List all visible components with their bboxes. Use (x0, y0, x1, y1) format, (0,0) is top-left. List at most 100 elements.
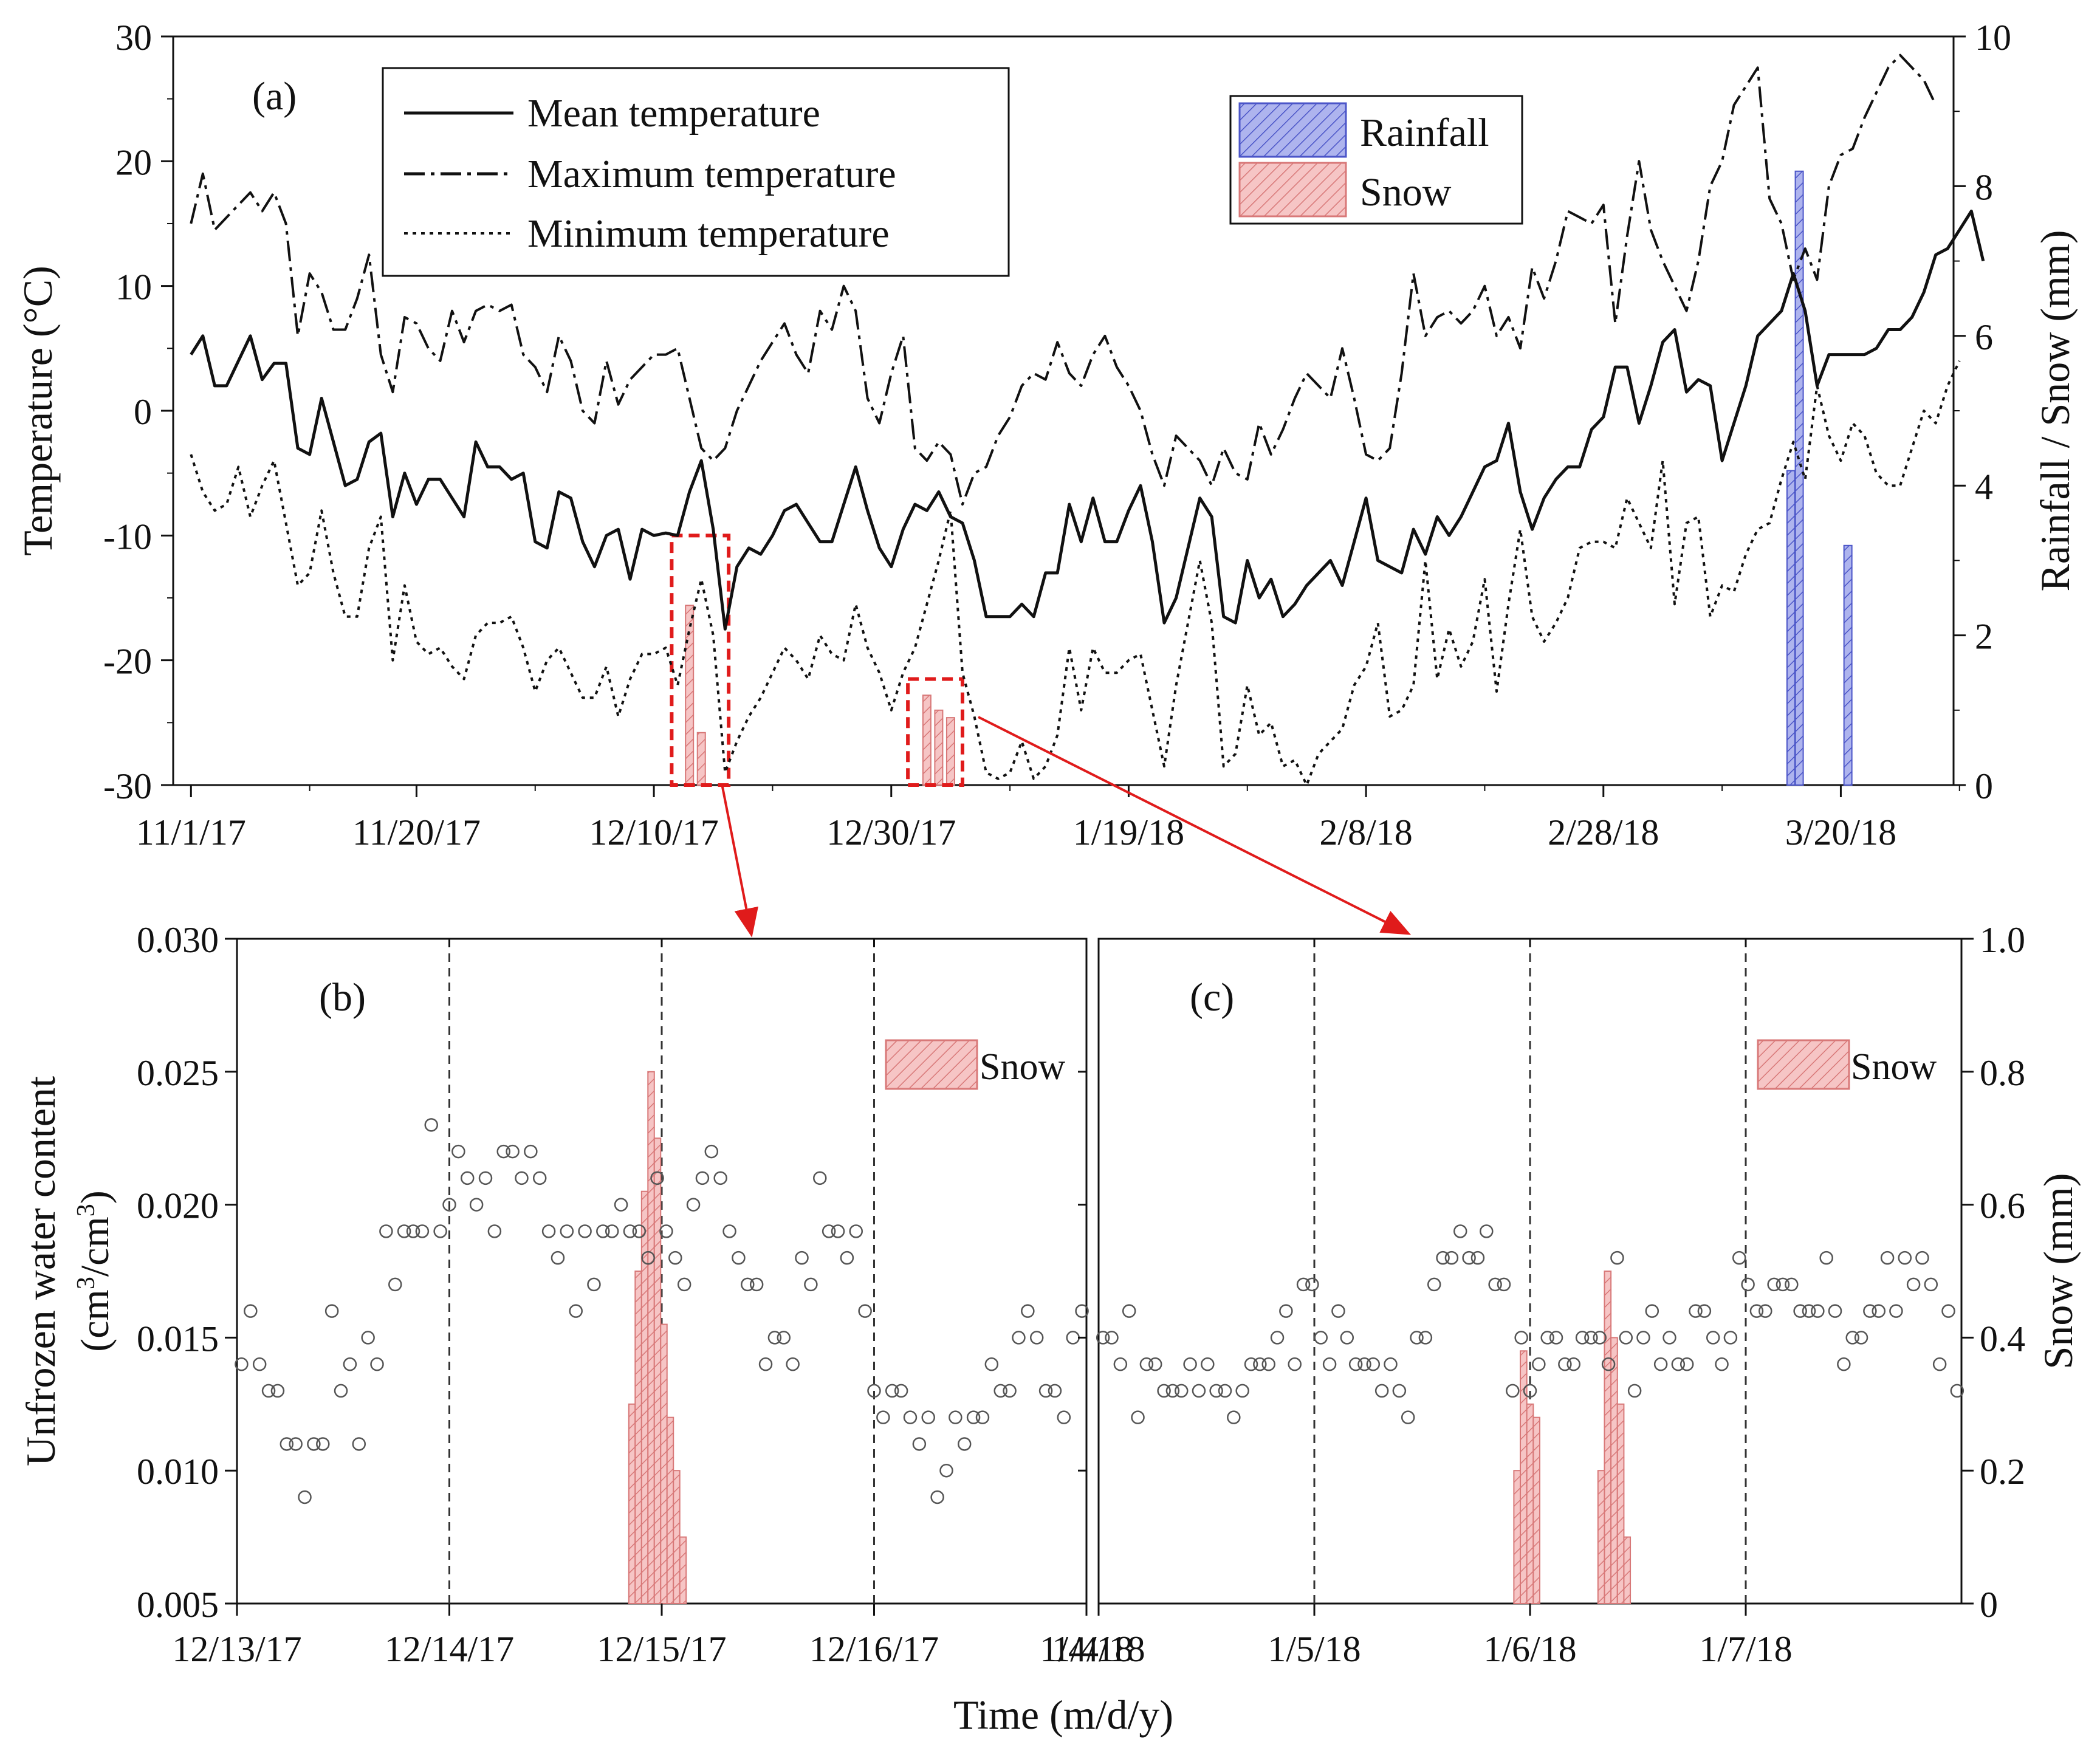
water-content-point (849, 1224, 863, 1238)
rain-bar-5 (1786, 470, 1796, 786)
water-content-point (1863, 1304, 1877, 1318)
water-content-point (244, 1304, 258, 1318)
water-content-point (1218, 1384, 1232, 1398)
snow-bar-5 (660, 1323, 668, 1605)
water-content-point (1488, 1277, 1502, 1292)
right-tick-label: 0.8 (1980, 1053, 2025, 1093)
water-content-point (1680, 1357, 1694, 1371)
x-tick-label: 2/8/18 (1319, 812, 1412, 852)
left-tick-label: 20 (115, 142, 152, 182)
zoom-arrow-c (978, 716, 1412, 935)
water-content-point (1845, 1331, 1859, 1345)
water-content-point (1270, 1331, 1285, 1345)
left-tick-label: 0.025 (137, 1053, 219, 1093)
water-content-point (578, 1224, 592, 1238)
x-tick-label: 1/4/18 (1052, 1629, 1145, 1669)
water-content-point (1122, 1304, 1136, 1318)
water-content-point (1828, 1304, 1842, 1318)
water-content-point (596, 1224, 610, 1238)
snow-bar-4 (653, 1137, 662, 1604)
left-tick-label: 0.015 (137, 1319, 219, 1359)
water-content-point (1932, 1357, 1947, 1371)
water-content-point (885, 1384, 899, 1398)
water-content-point (541, 1224, 556, 1238)
water-content-point (1183, 1357, 1197, 1371)
water-content-point (1706, 1331, 1720, 1345)
right-tick-label: 0.2 (1980, 1452, 2025, 1492)
right-tick-label: 4 (1975, 467, 1993, 507)
snow-bar-2 (1526, 1403, 1534, 1605)
water-content-point (858, 1304, 872, 1318)
snow-bar-7 (673, 1470, 681, 1604)
water-content-point (1235, 1384, 1249, 1398)
water-content-point (1924, 1277, 1938, 1292)
water-content-point (1038, 1384, 1053, 1398)
water-content-point (307, 1437, 321, 1451)
water-content-point (1340, 1331, 1354, 1345)
series-line-dotted (190, 360, 1961, 786)
water-content-point (1148, 1357, 1162, 1371)
water-content-point (623, 1224, 637, 1238)
water-content-point (1767, 1277, 1781, 1292)
water-content-point (235, 1357, 249, 1371)
water-content-point (1157, 1384, 1171, 1398)
water-content-point (1776, 1277, 1790, 1292)
water-content-point (749, 1277, 764, 1292)
water-content-point (1296, 1277, 1311, 1292)
water-content-point (1175, 1384, 1189, 1398)
water-content-point (1348, 1357, 1363, 1371)
water-content-point (786, 1357, 800, 1371)
water-content-point (1802, 1304, 1816, 1318)
water-content-point (1872, 1304, 1886, 1318)
water-content-point (1305, 1277, 1319, 1292)
water-content-point (1915, 1250, 1929, 1265)
water-content-point (397, 1224, 411, 1238)
water-content-point (1906, 1277, 1921, 1292)
right-tick-label: 0.6 (1980, 1186, 2025, 1226)
water-content-point (1593, 1331, 1607, 1345)
legend-snow-label: Snow (1360, 170, 1452, 214)
snow-bar-1 (696, 732, 706, 786)
water-content-point (1506, 1384, 1520, 1398)
water-content-point (587, 1277, 601, 1292)
legend-rain-label: Rainfall (1360, 111, 1489, 155)
water-content-point (1837, 1357, 1851, 1371)
water-content-point (1811, 1304, 1825, 1318)
water-content-point (560, 1224, 574, 1238)
water-content-point (659, 1224, 673, 1238)
panel-b-water-content-points (235, 1118, 1089, 1504)
water-content-point (966, 1410, 981, 1424)
snow-bar-1 (634, 1271, 642, 1604)
water-content-point (1854, 1331, 1868, 1345)
water-content-point (984, 1357, 999, 1371)
water-content-point (252, 1357, 267, 1371)
water-content-point (1819, 1250, 1833, 1265)
water-content-point (1697, 1304, 1712, 1318)
water-content-point (1444, 1250, 1459, 1265)
water-content-point (1165, 1384, 1180, 1398)
water-content-point (1003, 1384, 1017, 1398)
snow-bar-7 (1616, 1403, 1625, 1605)
water-content-point (704, 1144, 719, 1159)
water-content-point (433, 1224, 447, 1238)
water-content-point (695, 1171, 710, 1185)
water-content-point (1075, 1304, 1089, 1318)
water-content-point (1131, 1410, 1145, 1424)
panel-b-left-ticks: 0.005 0.010 0.015 0.020 0.025 0.030 (137, 920, 1086, 1625)
right-tick-label: 6 (1975, 317, 1993, 357)
water-content-point (370, 1357, 384, 1371)
series-line-solid (190, 210, 1985, 631)
water-content-point (415, 1224, 430, 1238)
water-content-point (641, 1250, 655, 1265)
water-content-point (1689, 1304, 1703, 1318)
water-content-point (813, 1171, 827, 1185)
panel-a-label: (a) (252, 74, 297, 118)
water-content-point (1314, 1331, 1328, 1345)
water-content-point (1566, 1357, 1580, 1371)
panel-a-bar-legend: Rainfall Snow (1229, 95, 1523, 225)
water-content-point (804, 1277, 818, 1292)
water-content-point (1139, 1357, 1154, 1371)
water-content-point (442, 1198, 456, 1212)
panel-a-x-ticks: 11/1/17 11/20/17 12/10/17 12/30/17 1/19/18 2/… (136, 785, 1960, 852)
